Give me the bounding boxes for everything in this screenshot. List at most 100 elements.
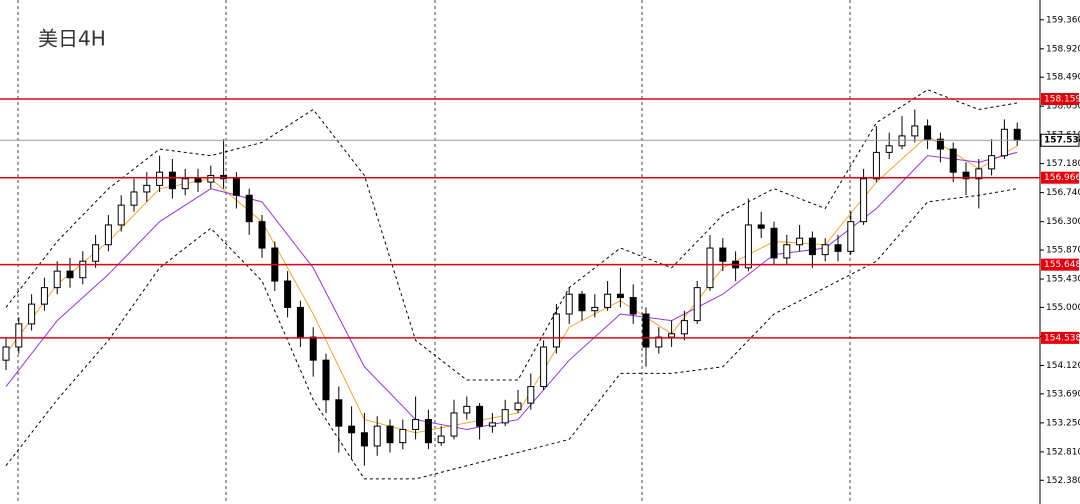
candle-body (514, 402, 522, 411)
candle-body (949, 148, 957, 173)
candle-body (66, 270, 74, 279)
candle-body (847, 221, 855, 252)
candle-body (693, 287, 701, 322)
level-label: 155.648 (1044, 260, 1080, 270)
candle-body (258, 221, 266, 249)
candle-body (181, 178, 189, 190)
candle-body (719, 247, 727, 262)
candle-body (437, 435, 445, 444)
candle-body (488, 422, 496, 427)
last-price-box (1040, 133, 1080, 147)
candle-body (655, 336, 663, 348)
candle-body (232, 178, 240, 196)
y-tick-label: 152.810 (1046, 447, 1080, 457)
candle-body (348, 425, 356, 434)
candle-body (207, 174, 215, 183)
y-tick-label: 154.120 (1046, 361, 1080, 371)
candle-body (936, 138, 944, 150)
candle-body (15, 323, 23, 348)
level-label: 158.159 (1044, 95, 1080, 105)
candle-body (399, 428, 407, 444)
level-label-box (1041, 93, 1079, 106)
y-tick-label: 159.360 (1046, 15, 1080, 25)
candle-body (194, 178, 202, 183)
candle-body (808, 237, 816, 256)
y-tick-label: 157.180 (1046, 159, 1080, 169)
y-tick-label: 155.000 (1046, 303, 1080, 313)
y-tick-label: 158.920 (1046, 44, 1080, 54)
candle-body (796, 237, 804, 246)
candle-body (821, 244, 829, 256)
bollinger-band (5, 89, 1018, 381)
y-tick-label: 156.300 (1046, 217, 1080, 227)
candle-body (117, 204, 125, 226)
chart-title: 美日4H (38, 27, 106, 51)
candle-body (143, 184, 151, 193)
candle-body (975, 168, 983, 180)
candle-body (604, 293, 612, 308)
candle-body (578, 293, 586, 312)
candle-body (245, 194, 253, 223)
bollinger-band (5, 188, 1018, 480)
candle-body (783, 244, 791, 259)
candle-body (924, 125, 932, 140)
candle-body (642, 313, 650, 348)
candle-body (988, 155, 996, 170)
candle-body (296, 306, 304, 338)
candle-body (629, 297, 637, 315)
candle-body (424, 419, 432, 444)
y-tick-label: 158.050 (1046, 102, 1080, 112)
candle-body (284, 280, 292, 308)
candle-body (28, 303, 36, 325)
candle-body (168, 171, 176, 190)
candle-body (565, 293, 573, 315)
candle-body (40, 287, 48, 305)
level-label-box (1041, 171, 1079, 184)
candle-body (156, 171, 164, 186)
last-price-label: 157.534 (1044, 136, 1080, 146)
candle-body (757, 224, 765, 229)
candle-body (911, 125, 919, 137)
candle-body (668, 333, 676, 338)
candle-body (680, 320, 688, 335)
time-separators (17, 0, 851, 504)
candle-body (476, 405, 484, 427)
y-tick-label: 153.250 (1046, 418, 1080, 428)
candle-body (2, 346, 10, 361)
candle-body (373, 425, 381, 447)
candle-body (860, 178, 868, 223)
candle-body (770, 227, 778, 259)
candle-body (104, 224, 112, 246)
candle-body (591, 306, 599, 312)
candle-body (335, 399, 343, 427)
candle-body (898, 135, 906, 147)
y-tick-label: 152.380 (1046, 476, 1080, 486)
candle-body (962, 171, 970, 180)
candle-body (463, 405, 471, 414)
candle-body (1000, 128, 1008, 157)
candle-body (834, 244, 842, 252)
candle-body (322, 359, 330, 401)
candle-body (616, 293, 624, 299)
candle-body (386, 425, 394, 444)
candle-body (706, 247, 714, 289)
level-label: 156.966 (1044, 173, 1080, 183)
level-label-box (1041, 331, 1079, 344)
candle-body (412, 419, 420, 430)
y-tick-label: 153.690 (1046, 389, 1080, 399)
moving-average (5, 151, 1018, 430)
level-label-box (1041, 258, 1079, 271)
y-tick-label: 156.740 (1046, 188, 1080, 198)
candle-body (92, 244, 100, 262)
candle-body (360, 432, 368, 447)
candle-body (744, 224, 752, 269)
candle-body (450, 412, 458, 437)
candle-body (130, 191, 138, 206)
candle-body (309, 336, 317, 361)
candle-body (53, 270, 61, 289)
y-tick-label: 155.430 (1046, 275, 1080, 285)
y-tick-label: 158.490 (1046, 73, 1080, 83)
candle-body (872, 151, 880, 180)
